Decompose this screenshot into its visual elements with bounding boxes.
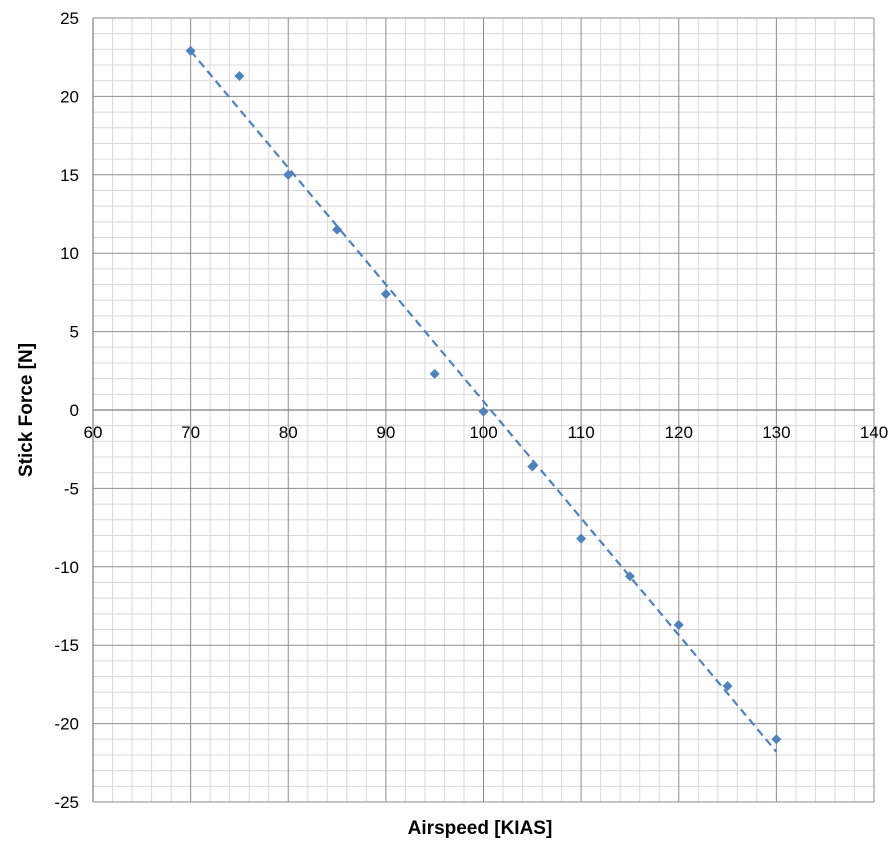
y-tick-label: -5 [64, 479, 79, 498]
y-tick-label: -15 [54, 636, 79, 655]
y-tick-label: 20 [60, 87, 79, 106]
data-point [380, 288, 391, 299]
data-point [478, 406, 489, 417]
y-axis-title: Stick Force [N] [16, 343, 37, 477]
x-axis-title: Airspeed [KIAS] [408, 818, 553, 839]
y-tick-label: -10 [54, 558, 79, 577]
x-tick-label: 130 [762, 423, 790, 442]
y-tick-label: -25 [54, 793, 79, 812]
data-points [185, 45, 782, 745]
y-tick-label: 10 [60, 244, 79, 263]
data-point [576, 533, 587, 544]
tick-labels: 60 70 80 90 100 110 120 130 140 25 20 15 10 5 0 -5 -10 -1… [54, 9, 888, 812]
y-tick-label: -20 [54, 715, 79, 734]
data-point [624, 571, 635, 582]
data-point [332, 224, 343, 235]
x-tick-label: 60 [84, 423, 103, 442]
data-point [283, 169, 294, 180]
x-tick-label: 90 [376, 423, 395, 442]
x-tick-label: 100 [469, 423, 497, 442]
data-point [429, 368, 440, 379]
x-tick-label: 110 [568, 423, 595, 442]
x-tick-label: 120 [665, 423, 693, 442]
y-tick-label: 5 [70, 323, 79, 342]
x-tick-label: 80 [279, 423, 298, 442]
y-tick-label: 25 [60, 9, 79, 28]
data-point [527, 461, 538, 472]
trendline [189, 50, 778, 753]
y-tick-label: 15 [60, 166, 79, 185]
data-point [234, 71, 245, 82]
data-point [673, 619, 684, 630]
data-point [722, 680, 733, 691]
data-point [771, 734, 782, 745]
x-tick-label: 70 [181, 423, 200, 442]
trendline-layer [189, 50, 778, 753]
y-tick-label: 0 [70, 401, 79, 420]
data-point [185, 45, 196, 56]
x-tick-label: 140 [860, 423, 888, 442]
